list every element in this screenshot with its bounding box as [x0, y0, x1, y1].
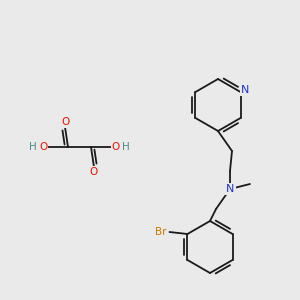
Text: O: O — [39, 142, 47, 152]
Text: H: H — [122, 142, 130, 152]
Text: O: O — [90, 167, 98, 177]
Text: N: N — [226, 184, 234, 194]
Text: N: N — [241, 85, 250, 95]
Text: H: H — [29, 142, 37, 152]
Text: O: O — [61, 117, 69, 127]
Text: O: O — [112, 142, 120, 152]
Text: Br: Br — [155, 227, 166, 237]
